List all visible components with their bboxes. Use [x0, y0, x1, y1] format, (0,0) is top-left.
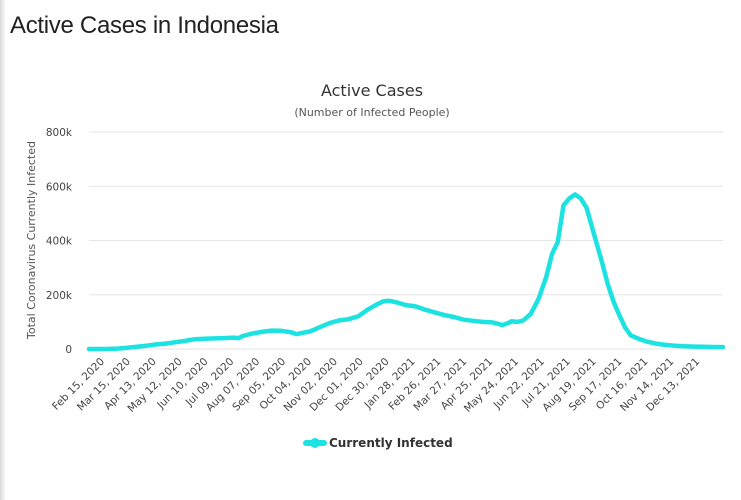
legend-swatch-marker [310, 438, 320, 448]
y-axis-title: Total Coronavirus Currently Infected [25, 141, 38, 340]
series-line-0[interactable] [86, 192, 726, 352]
legend[interactable]: Currently Infected [303, 436, 453, 450]
y-tick-label: 0 [65, 344, 72, 356]
y-tick-label: 800k [46, 127, 73, 139]
legend-item-currently-infected[interactable]: Currently Infected [329, 436, 453, 450]
y-axis-ticks: 0 200k 400k 600k 800k [46, 127, 73, 356]
series-layer [86, 192, 726, 352]
chart-subtitle: (Number of Infected People) [294, 106, 449, 119]
window-edge-shadow [0, 0, 6, 500]
y-tick-label: 600k [46, 181, 73, 193]
chart-title: Active Cases [321, 81, 423, 100]
y-tick-label: 400k [46, 236, 73, 248]
grid-lines [89, 131, 723, 350]
page-heading: Active Cases in Indonesia [10, 12, 279, 39]
y-tick-label: 200k [46, 290, 73, 302]
